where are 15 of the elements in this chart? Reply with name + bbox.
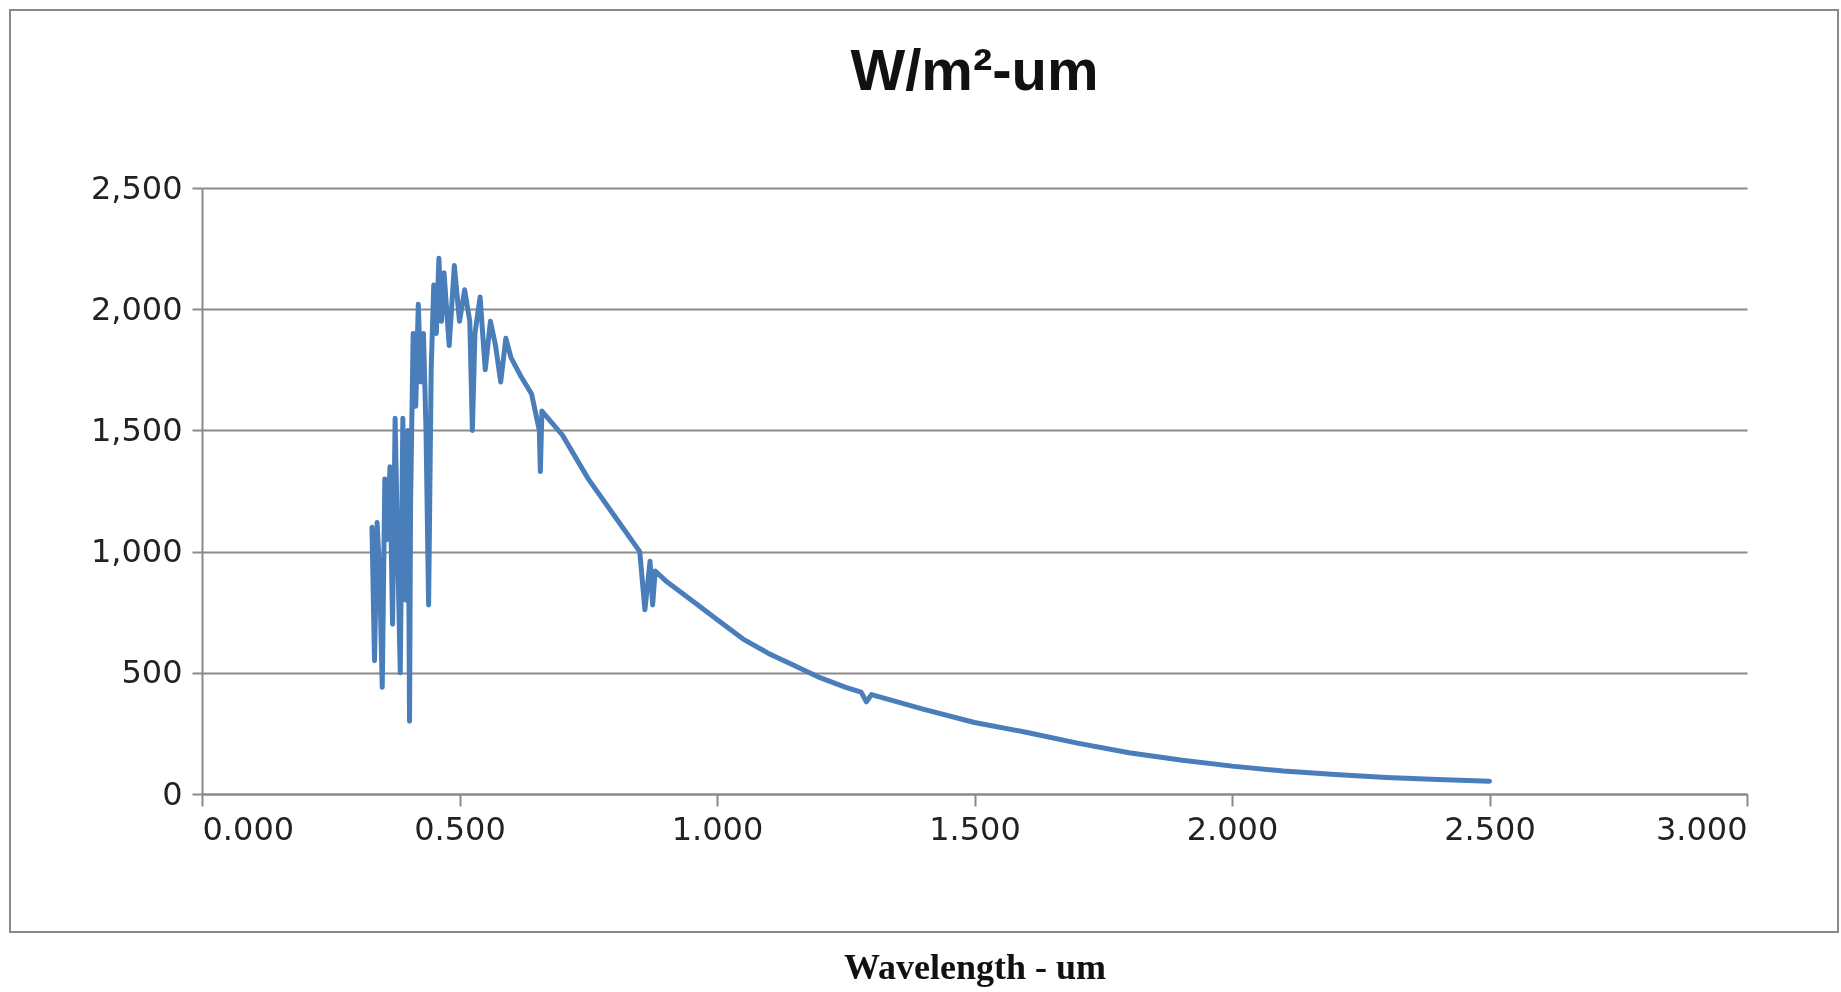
chart-title: W/m²-um: [850, 37, 1099, 102]
x-axis-title: Wavelength - um: [843, 946, 1107, 987]
y-tick-label: 1,500: [90, 410, 183, 449]
y-tick-label: 1,000: [90, 532, 183, 571]
x-tick-label: 2.000: [1186, 809, 1279, 848]
x-tick-label: 1.000: [671, 809, 764, 848]
y-tick-label: 0: [162, 774, 183, 813]
x-tick-label: 3.000: [1655, 809, 1748, 848]
y-tick-label: 2,500: [90, 168, 183, 207]
y-tick-label: 500: [121, 653, 183, 692]
y-tick-label: 2,000: [90, 289, 183, 328]
x-tick-label: 2.500: [1444, 809, 1536, 848]
x-tick-label: 1.500: [929, 809, 1021, 848]
x-tick-label: 0.000: [202, 809, 295, 848]
x-tick-label: 0.500: [414, 809, 506, 848]
